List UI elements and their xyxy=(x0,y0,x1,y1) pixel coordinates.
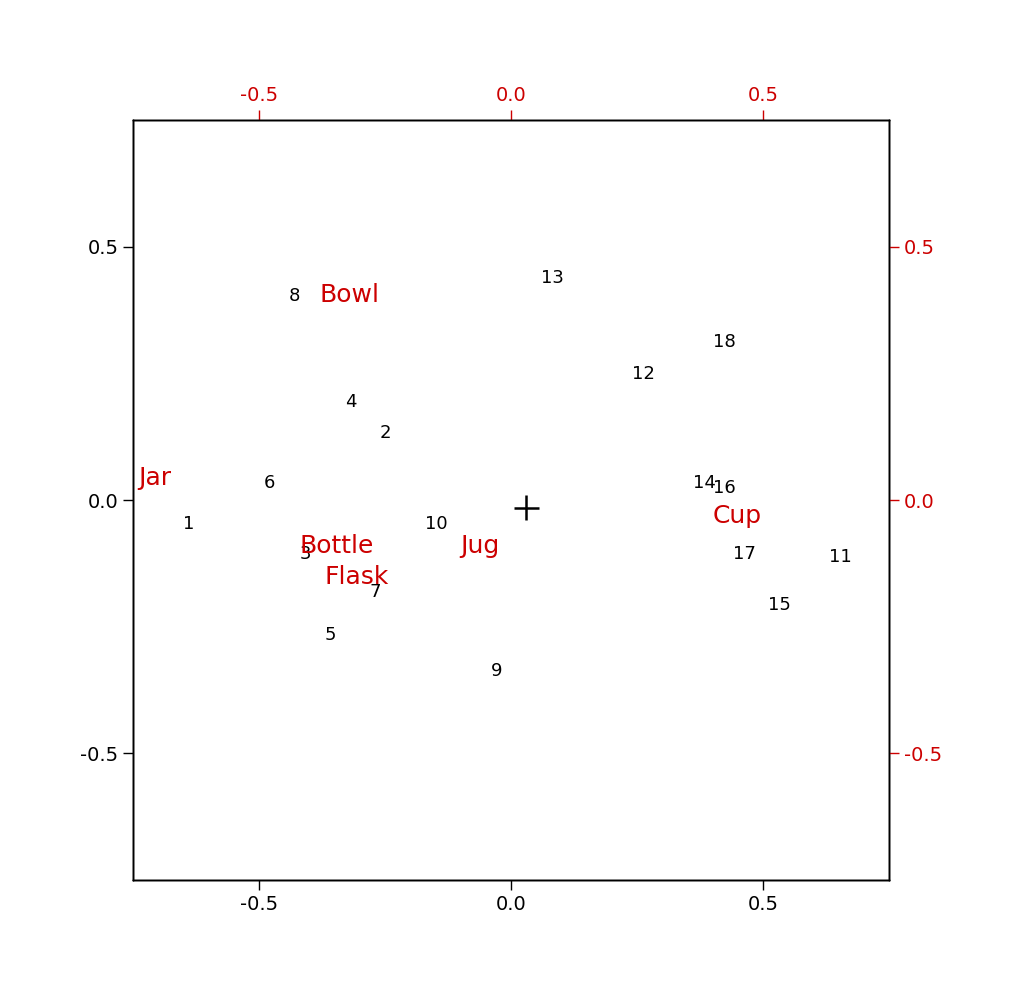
Text: 8: 8 xyxy=(289,287,300,305)
Text: 14: 14 xyxy=(693,474,715,492)
Text: 6: 6 xyxy=(264,474,275,492)
Text: Flask: Flask xyxy=(324,565,388,589)
Text: Jug: Jug xyxy=(461,534,500,558)
Text: Jar: Jar xyxy=(138,466,171,490)
Text: 5: 5 xyxy=(324,626,336,644)
Text: 15: 15 xyxy=(769,596,791,614)
Text: Bowl: Bowl xyxy=(320,283,379,307)
Text: 9: 9 xyxy=(491,662,503,680)
Text: Bottle: Bottle xyxy=(299,534,374,558)
Text: 18: 18 xyxy=(712,333,736,351)
Text: 13: 13 xyxy=(542,269,564,287)
Text: 11: 11 xyxy=(829,548,851,566)
Text: 10: 10 xyxy=(425,515,448,533)
Text: 7: 7 xyxy=(370,583,381,601)
Text: 3: 3 xyxy=(299,545,311,563)
Text: 1: 1 xyxy=(183,515,194,533)
Text: 12: 12 xyxy=(632,365,655,383)
Text: 16: 16 xyxy=(712,479,736,497)
Text: Cup: Cup xyxy=(712,504,761,528)
Text: 2: 2 xyxy=(380,424,391,442)
Text: 17: 17 xyxy=(733,545,755,563)
Text: 4: 4 xyxy=(344,393,356,411)
